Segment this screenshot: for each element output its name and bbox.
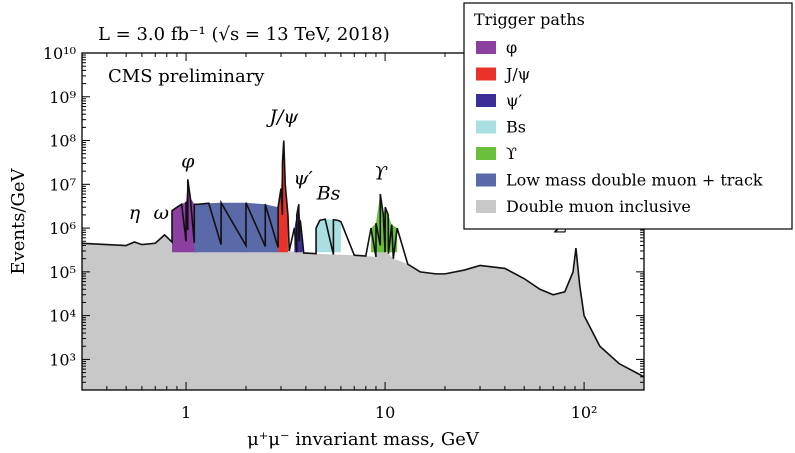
peak-annotation: ω	[153, 202, 169, 224]
chart-title: L = 3.0 fb⁻¹ (√s = 13 TeV, 2018)	[98, 24, 390, 45]
legend-swatch	[476, 41, 496, 54]
legend-box	[463, 2, 793, 230]
legend-swatch	[476, 147, 496, 160]
x-tick-label: 10	[375, 403, 395, 422]
legend-label: J/ψ	[504, 65, 530, 84]
legend-swatch	[476, 173, 496, 187]
legend-swatch	[476, 94, 496, 107]
area-double-muon-inclusive	[82, 214, 644, 390]
peak-annotation: ψ′	[294, 167, 314, 189]
y-tick-label: 10³	[49, 350, 76, 369]
y-tick-label: 10⁵	[49, 263, 76, 282]
chart-subtitle: CMS preliminary	[108, 66, 265, 87]
legend-swatch	[476, 200, 496, 213]
legend-title: Trigger paths	[474, 10, 585, 29]
x-axis-label: μ⁺μ⁻ invariant mass, GeV	[247, 429, 480, 450]
peak-annotation: η	[129, 202, 141, 224]
y-axis-label: Events/GeV	[8, 167, 29, 274]
legend-label: Low mass double muon + track	[506, 171, 763, 190]
y-tick-label: 10¹⁰	[43, 44, 76, 63]
legend-swatch	[476, 120, 496, 134]
legend-label: ϒ	[506, 144, 517, 163]
legend-label: φ	[506, 38, 517, 57]
x-tick-label: 10²	[571, 403, 598, 422]
area-series-1	[172, 179, 199, 253]
y-tick-label: 10⁴	[49, 307, 76, 326]
peak-annotation: φ	[181, 151, 195, 173]
chart-envelope-line	[81, 140, 645, 378]
y-tick-label: 10⁸	[49, 132, 76, 151]
peak-annotation: Bs	[316, 182, 341, 204]
x-tick-label: 1	[181, 403, 191, 422]
y-tick-label: 10⁷	[49, 175, 76, 194]
y-tick-label: 10⁹	[49, 88, 76, 107]
peak-annotation: J/ψ	[265, 106, 299, 128]
peak-annotation: ϒ	[374, 162, 388, 184]
legend-label: Double muon inclusive	[506, 197, 691, 216]
legend-label: Bs	[506, 118, 526, 137]
y-tick-label: 10⁶	[49, 219, 76, 238]
legend: Trigger paths φ J/ψ ψ′ Bs ϒ Low mass double m…	[463, 2, 793, 230]
legend-label: ψ′	[506, 91, 523, 110]
legend-swatch	[476, 67, 496, 81]
legend-items: φ J/ψ ψ′ Bs ϒ Low mass double muon + track Dou…	[476, 38, 763, 216]
